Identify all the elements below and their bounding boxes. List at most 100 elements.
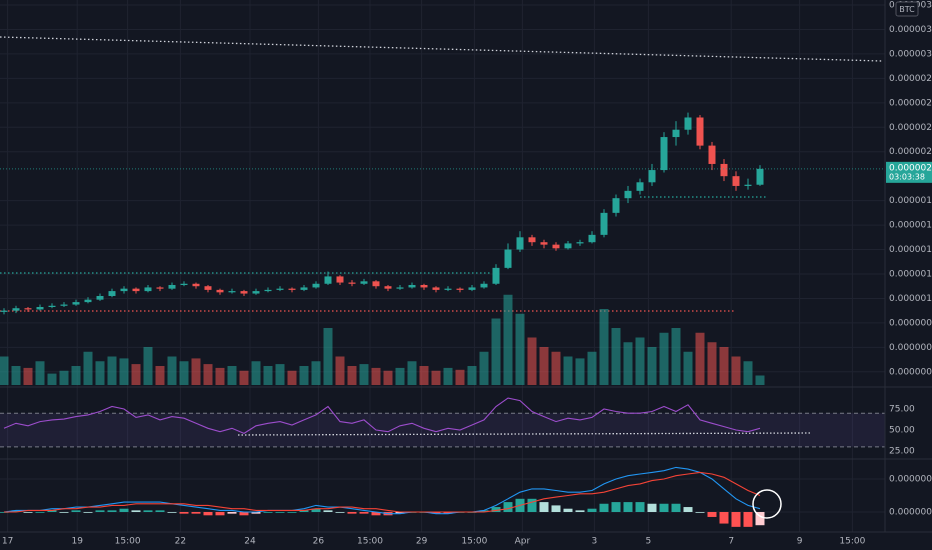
volume-bar [647, 347, 657, 385]
y-tick-label: 0.00000240 [889, 123, 932, 133]
candle-body [288, 288, 296, 290]
y-tick-label: 0.00000300 [889, 49, 932, 59]
candle-body [444, 288, 452, 290]
volume-bar [539, 347, 549, 385]
candle-body [540, 242, 548, 245]
volume-bar [215, 367, 225, 385]
macd-hist-bar [167, 512, 177, 513]
macd-hist-bar [347, 512, 357, 514]
candle-body [612, 198, 620, 213]
volume-bar [527, 337, 537, 385]
x-tick-label: 22 [175, 537, 186, 547]
candle-body [300, 287, 308, 290]
macd-hist-bar [695, 512, 705, 513]
macd-hist-bar [83, 512, 93, 513]
candle-body [324, 276, 332, 284]
candle-body [564, 243, 572, 249]
candle-body [84, 299, 92, 303]
x-tick-label: 15:00 [357, 537, 383, 547]
candle-body [588, 234, 596, 243]
macd-hist-bar [395, 512, 405, 514]
volume-bar [95, 361, 105, 385]
candle-body [192, 283, 200, 287]
candle-body [372, 281, 380, 287]
macd-hist-bar [647, 503, 657, 513]
volume-bar [611, 328, 621, 385]
volume-bar [179, 361, 189, 385]
y-tick-label: 0.00000320 [889, 25, 932, 35]
macd-hist-bar [755, 512, 765, 526]
volume-bar [107, 356, 117, 385]
macd-hist-bar [563, 508, 573, 513]
candle-body [240, 291, 248, 294]
rsi-line [3, 397, 761, 435]
candle-body [720, 163, 728, 177]
candle-body [744, 184, 752, 186]
macd-hist-bar [299, 510, 309, 513]
candle-body [504, 249, 512, 268]
y-tick-label: 0.00000260 [889, 98, 932, 108]
volume-bar [119, 358, 129, 385]
macd-hist-bar [239, 512, 249, 516]
y-tick-label: 0.00000160 [889, 221, 932, 231]
candle-body [732, 176, 740, 186]
volume-bar [155, 366, 165, 385]
macd-hist-bar [659, 503, 669, 513]
candle-body [36, 306, 44, 310]
candle-body [552, 244, 560, 249]
candle-body [108, 291, 116, 296]
macd-hist-bar [11, 510, 21, 513]
candle-body [492, 267, 500, 284]
macd-line [3, 466, 761, 515]
signal-line [4, 471, 761, 513]
x-tick-label: 15:00 [839, 537, 865, 547]
macd-hist-bar [335, 512, 345, 513]
volume-bar [719, 347, 729, 385]
macd-hist-bar [23, 512, 33, 513]
volume-bar [683, 351, 693, 385]
macd-hist-bar [443, 512, 453, 514]
volume-bar [131, 364, 141, 385]
macd-hist-bar [311, 508, 321, 513]
candle-body [600, 212, 608, 235]
macd-hist-bar [575, 510, 585, 513]
volume-bar [335, 356, 345, 385]
macd-hist-bar [119, 508, 129, 513]
macd-hist-bar [671, 503, 681, 513]
macd-hist-bar [155, 510, 165, 513]
volume-bar [71, 366, 81, 385]
macd-hist-bar [683, 507, 693, 513]
volume-bar [35, 361, 45, 385]
volume-bar [0, 356, 9, 385]
candle-body [168, 284, 176, 289]
macd-hist-bar [371, 512, 381, 516]
volume-bar [479, 351, 489, 385]
macd-hist-bar [551, 505, 561, 513]
candle-body [408, 284, 416, 288]
volume-bar [635, 337, 645, 385]
candle-body [624, 190, 632, 199]
trend-line [0, 36, 883, 62]
candle-body [348, 282, 356, 284]
volume-bar [167, 356, 177, 385]
volume-bar [287, 370, 297, 385]
candle-body [132, 288, 140, 292]
x-tick-label: 17 [2, 537, 13, 547]
volume-bar [191, 358, 201, 385]
candle-body [264, 289, 272, 292]
candle-body [432, 287, 440, 290]
candle-body [708, 145, 716, 164]
macd-hist-bar [191, 512, 201, 514]
candle-body [48, 305, 56, 307]
x-tick-label: Apr [515, 537, 531, 547]
volume-bar [227, 366, 237, 385]
candle-body [576, 242, 584, 244]
volume-bar [407, 361, 417, 385]
macd-hist-bar [359, 512, 369, 514]
macd-tick-label: 0.00000020 [889, 474, 932, 484]
candle-body [468, 287, 476, 290]
volume-bar [467, 366, 477, 385]
macd-hist-bar [275, 512, 285, 513]
